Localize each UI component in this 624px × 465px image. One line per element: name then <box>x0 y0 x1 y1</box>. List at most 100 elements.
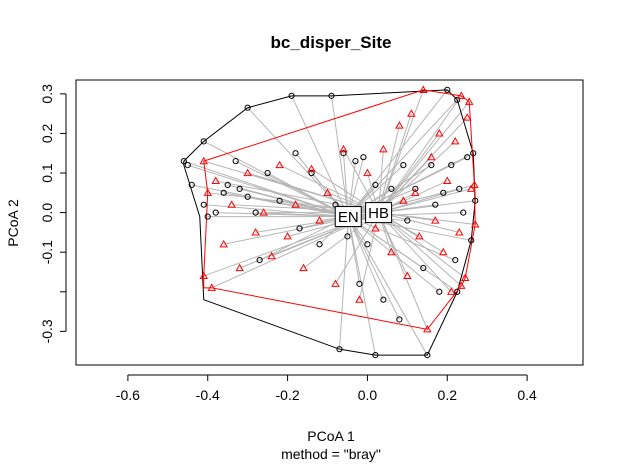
spoke-line <box>259 216 349 261</box>
point-EN <box>456 185 463 192</box>
point-HB <box>275 160 284 169</box>
point-HB <box>462 113 472 121</box>
x-tick-label: -0.2 <box>276 387 300 403</box>
point-HB <box>251 227 260 236</box>
point-EN <box>256 257 263 264</box>
point-EN <box>288 92 295 99</box>
point-EN <box>470 150 477 157</box>
y-tick-label: -0.1 <box>39 240 55 264</box>
spoke-line <box>378 140 456 213</box>
point-HB <box>450 136 460 145</box>
x-axis-sublabel: method = "bray" <box>281 446 381 462</box>
point-EN <box>454 96 461 103</box>
point-HB <box>395 121 404 129</box>
point-HB <box>331 279 340 287</box>
chart-title: bc_disper_Site <box>271 33 392 52</box>
y-tick-label: 0.3 <box>39 84 55 104</box>
point-HB <box>470 220 480 228</box>
point-HB <box>211 176 220 184</box>
point-HB <box>371 224 380 232</box>
point-EN <box>424 352 431 359</box>
point-EN <box>388 185 395 192</box>
point-EN <box>428 162 435 169</box>
hull-HB <box>203 89 476 330</box>
point-HB <box>283 231 292 240</box>
point-EN <box>454 288 461 295</box>
point-HB <box>199 271 209 279</box>
centroid-box <box>334 206 362 228</box>
spoke-line <box>378 89 424 213</box>
point-HB <box>407 109 416 117</box>
point-EN <box>468 237 475 244</box>
point-HB <box>431 216 440 224</box>
point-EN <box>356 280 363 287</box>
hulls <box>183 89 476 356</box>
point-EN <box>276 197 283 204</box>
point-HB <box>443 176 452 184</box>
point-HB <box>411 188 420 196</box>
point-EN <box>444 86 451 93</box>
point-HB <box>454 227 464 236</box>
spoke-line <box>378 212 466 279</box>
point-EN <box>292 150 299 157</box>
spoke-line <box>347 216 428 356</box>
point-EN <box>236 185 243 192</box>
point-EN <box>244 104 251 111</box>
spoke-line <box>247 196 349 218</box>
point-EN <box>412 185 419 192</box>
y-tick-label: 0.0 <box>39 203 55 223</box>
point-EN <box>200 201 207 208</box>
point-EN <box>316 241 323 248</box>
hull-EN <box>183 89 476 356</box>
point-HB <box>460 273 470 281</box>
point-EN <box>184 162 191 169</box>
spoke-line <box>378 212 476 225</box>
centroid-HB: HB <box>365 202 393 224</box>
point-HB <box>403 271 412 279</box>
y-tick-label: -0.3 <box>39 319 55 343</box>
x-tick-label: -0.6 <box>116 387 140 403</box>
spoke-line <box>378 117 468 213</box>
spoke-line <box>378 95 462 213</box>
point-HB <box>439 247 448 256</box>
point-EN <box>204 213 211 220</box>
x-axis: -0.6 -0.4 -0.2 0.0 0.2 0.4 <box>116 374 537 403</box>
point-EN <box>232 158 239 165</box>
y-tick-label: 0.2 <box>39 123 55 143</box>
point-HB <box>291 200 300 208</box>
point-HB <box>387 247 396 256</box>
point-EN <box>372 181 379 188</box>
spoke-line <box>291 95 349 217</box>
centroids: EN HB <box>334 202 393 228</box>
point-EN <box>340 150 347 157</box>
x-tick-label: 0.4 <box>517 387 537 403</box>
point-EN <box>460 209 467 216</box>
point-EN <box>432 201 439 208</box>
spoke-line <box>203 204 349 218</box>
spoke-line <box>347 99 458 217</box>
spoke-line <box>378 184 475 214</box>
point-EN <box>328 92 335 99</box>
spoke-line <box>378 212 462 287</box>
spoke-line <box>342 153 349 217</box>
point-EN <box>296 225 303 232</box>
point-HB <box>363 168 372 177</box>
centroid-label: EN <box>338 209 359 226</box>
point-EN <box>404 217 411 224</box>
point-EN <box>344 233 351 240</box>
point-HB <box>199 156 209 165</box>
y-tick-label: 0.1 <box>39 163 55 183</box>
point-HB <box>456 91 466 99</box>
point-EN <box>396 316 403 323</box>
point-HB <box>243 168 252 177</box>
point-HB <box>307 164 316 173</box>
spoke-line <box>335 212 380 285</box>
point-HB <box>299 263 308 272</box>
spoke-line <box>347 216 400 320</box>
point-HB <box>446 287 456 295</box>
point-EN <box>308 169 315 177</box>
point-HB <box>315 216 324 224</box>
point-EN <box>188 181 195 188</box>
point-HB <box>339 144 348 153</box>
